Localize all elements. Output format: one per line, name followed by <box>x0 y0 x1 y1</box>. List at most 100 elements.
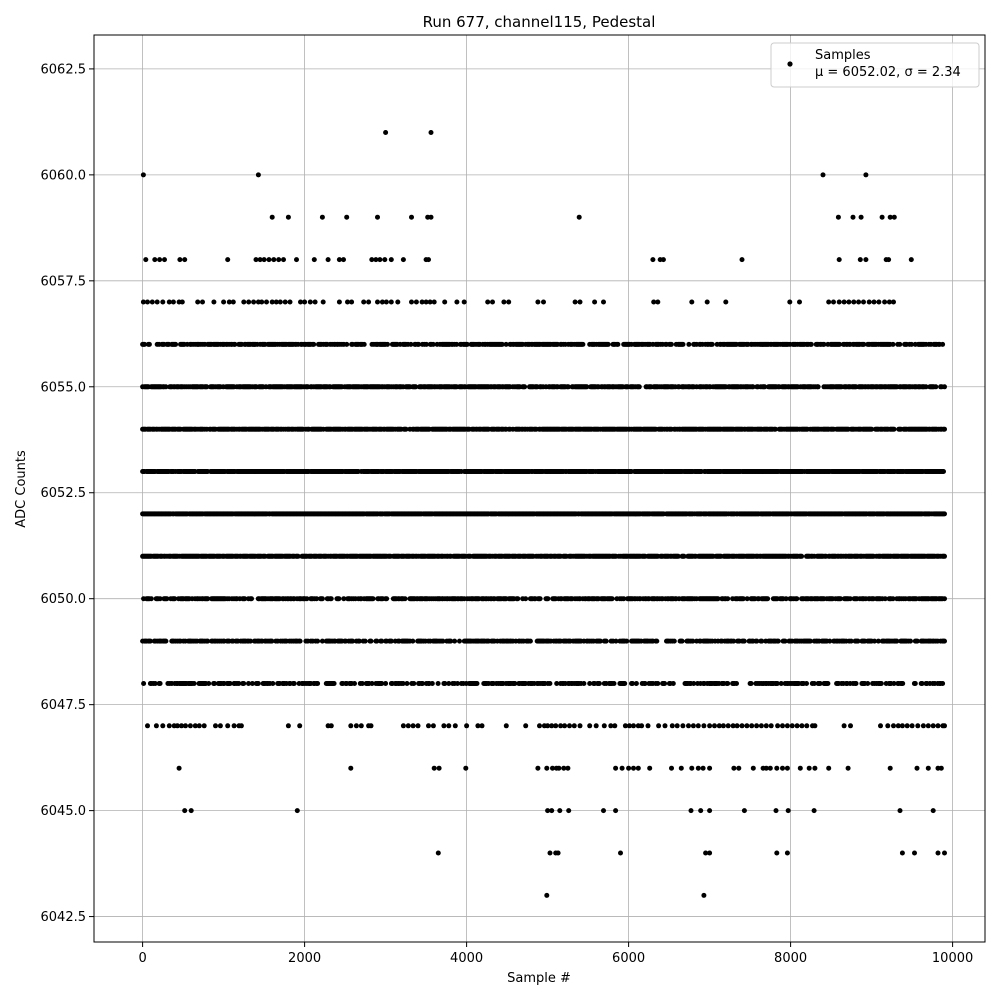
data-point <box>865 681 871 686</box>
data-point <box>942 596 947 602</box>
data-point <box>848 638 854 644</box>
data-point <box>908 638 913 644</box>
data-point <box>754 638 760 644</box>
data-point <box>817 681 823 686</box>
data-point <box>734 681 739 686</box>
data-point <box>248 638 253 644</box>
data-point <box>655 681 661 686</box>
data-point <box>328 596 334 602</box>
data-point <box>847 596 853 602</box>
data-point <box>249 596 254 602</box>
data-point <box>457 638 462 644</box>
data-point <box>362 638 368 644</box>
data-point <box>587 681 593 686</box>
data-point <box>420 681 425 686</box>
data-point <box>671 638 677 644</box>
data-point <box>827 638 833 644</box>
data-point <box>662 681 668 686</box>
data-point <box>206 681 212 686</box>
data-point <box>725 681 731 686</box>
data-point <box>383 681 389 686</box>
data-point <box>537 596 543 602</box>
data-point <box>609 596 615 602</box>
data-point <box>882 596 888 602</box>
data-point <box>314 596 320 602</box>
data-point <box>825 681 831 686</box>
data-point <box>642 681 648 686</box>
data-point <box>603 638 609 644</box>
data-point <box>295 553 301 559</box>
data-point <box>774 681 780 686</box>
data-point <box>448 638 454 644</box>
data-point <box>744 596 750 602</box>
data-point <box>411 681 417 686</box>
data-point <box>236 681 242 686</box>
data-point <box>679 638 685 644</box>
data-point <box>291 681 297 686</box>
data-point <box>622 681 628 686</box>
data-point <box>319 638 325 644</box>
data-point <box>404 681 410 686</box>
data-point <box>740 596 746 602</box>
data-point <box>269 638 275 644</box>
data-point <box>370 596 376 602</box>
data-point <box>400 681 406 686</box>
data-point <box>919 681 925 686</box>
data-point <box>670 681 676 686</box>
data-point <box>624 638 630 644</box>
data-point <box>900 681 906 686</box>
data-point <box>942 426 947 432</box>
data-point <box>545 596 551 602</box>
data-point <box>352 681 357 686</box>
data-point <box>894 638 900 644</box>
data-point <box>765 596 771 602</box>
data-point <box>748 681 754 686</box>
data-point <box>611 681 617 686</box>
data-point <box>152 681 158 686</box>
data-point <box>212 681 217 686</box>
data-point <box>172 596 178 602</box>
data-point <box>799 553 805 559</box>
data-point <box>855 638 861 644</box>
data-point <box>163 638 169 644</box>
data-point <box>853 681 859 686</box>
data-point <box>794 596 800 602</box>
data-point <box>630 681 635 686</box>
data-point <box>654 638 660 644</box>
data-point <box>379 638 385 644</box>
data-point <box>440 638 446 644</box>
data-point <box>442 681 448 686</box>
data-point <box>148 596 154 602</box>
data-point <box>374 638 380 644</box>
data-point <box>361 341 367 347</box>
data-point <box>205 596 211 602</box>
data-point <box>319 596 325 602</box>
data-point <box>435 681 441 686</box>
data-point <box>515 596 521 602</box>
data-point <box>205 638 211 644</box>
data-point <box>690 638 696 644</box>
data-point <box>759 638 765 644</box>
data-point <box>872 638 877 644</box>
data-point <box>633 681 639 686</box>
data-point <box>741 638 747 644</box>
data-point <box>942 553 947 559</box>
data-point <box>691 681 697 686</box>
data-point <box>379 681 385 686</box>
data-point <box>815 384 821 390</box>
data-point <box>359 681 365 686</box>
data-point <box>356 638 362 644</box>
data-point <box>523 596 529 602</box>
data-point <box>807 638 813 644</box>
data-point <box>336 596 342 602</box>
data-point <box>246 681 251 686</box>
data-point <box>173 341 179 347</box>
data-point <box>331 681 337 686</box>
data-point <box>157 681 163 686</box>
data-point <box>191 681 197 686</box>
data-point <box>270 681 276 686</box>
data-point <box>581 681 587 686</box>
data-point <box>942 384 947 390</box>
